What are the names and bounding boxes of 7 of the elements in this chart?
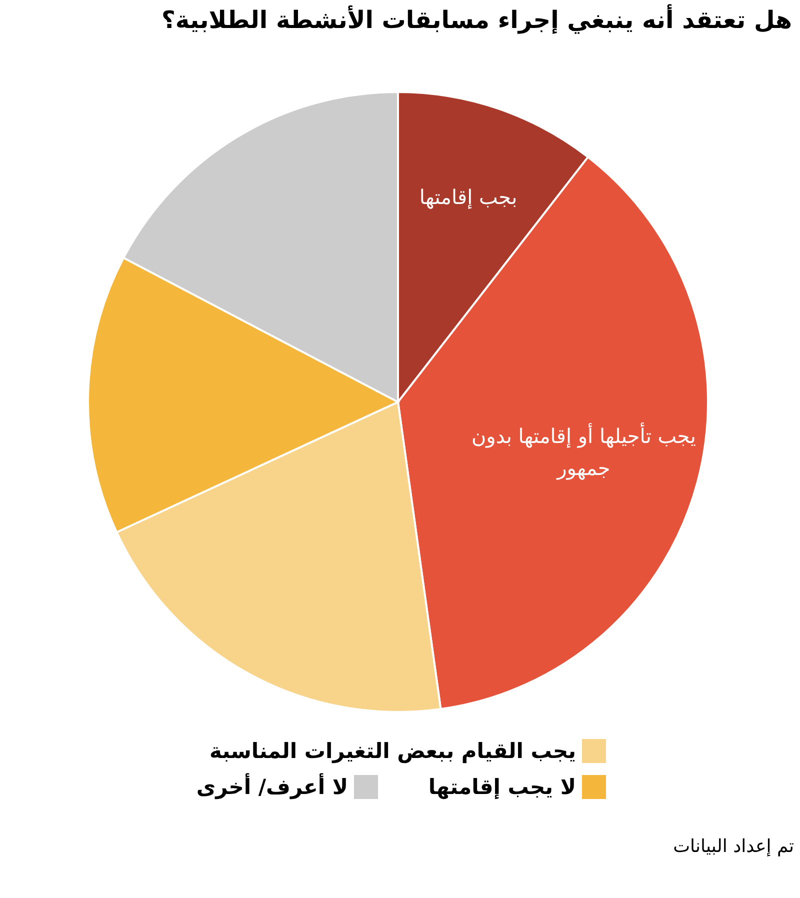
legend-label: يجب القيام ببعض التغيرات المناسبة bbox=[209, 738, 576, 766]
slice-label: بجب إقامتها bbox=[418, 184, 518, 211]
chart-title: هل تعتقد أنه ينبغي إجراء مسابقات الأنشطة الطلابية؟ bbox=[161, 6, 792, 34]
legend-label: لا يجب إقامتها bbox=[428, 774, 576, 802]
text: تم إعداد البيانات bbox=[673, 835, 794, 859]
legend-label: لا أعرف/ أخرى bbox=[196, 772, 348, 802]
slice-label: يجب تأجيلها أو إقامتها بدون جمهور bbox=[470, 422, 697, 482]
